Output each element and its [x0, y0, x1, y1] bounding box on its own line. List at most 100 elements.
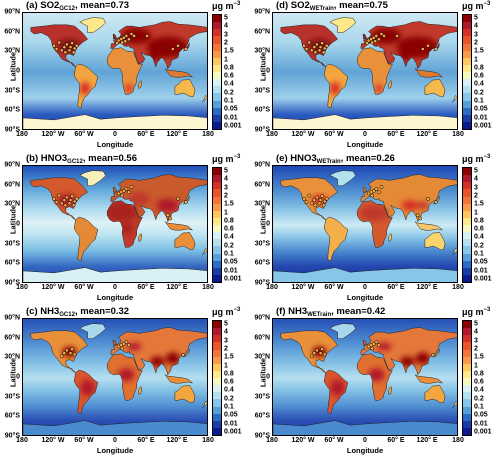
colorbar-ticks: 5 4 3 2 1.5 1 0.8 0.6 0.4 0.2 0.1 0.05 0.01 0.001: [474, 320, 500, 436]
observation-site: [317, 48, 322, 53]
colorbar-segment: [463, 36, 471, 44]
landmass-australia: [424, 232, 446, 250]
observation-site: [304, 200, 309, 204]
coastline: [356, 200, 393, 248]
colorbar-tick-label: 0.6: [474, 225, 484, 233]
colorbar-tick-label: 1.5: [474, 200, 484, 208]
colorbar-segment: [463, 175, 471, 183]
colorbar-tick-label: 0.05: [474, 411, 488, 419]
coastline: [106, 47, 143, 95]
observation-site: [324, 196, 329, 201]
lon-tick-label: 120° E: [166, 284, 188, 291]
observation-site: [165, 213, 170, 218]
observation-site: [121, 36, 126, 40]
map-area: [272, 12, 458, 130]
colorbar-segment: [463, 43, 471, 51]
observation-site: [313, 50, 318, 55]
colorbar-segment: [463, 79, 471, 87]
hotspot: [105, 202, 137, 222]
observation-site: [415, 213, 420, 218]
observation-site: [127, 343, 131, 348]
colorbar-ticks: 5 4 3 2 1.5 1 0.8 0.6 0.4 0.2 0.1 0.05 0.01 0.001: [224, 14, 250, 130]
map-panel-b: (b) HNO3GC12, mean=0.56 μg m−3 90°N 60°N 30°…: [0, 153, 250, 306]
landmass-eurasia: [110, 327, 207, 375]
coastline: [323, 369, 349, 415]
map-area: [272, 318, 458, 436]
observation-site: [181, 353, 186, 357]
colorbar-segment: [213, 36, 221, 44]
colorbar-segment: [463, 370, 471, 378]
colorbar-segment: [213, 420, 221, 428]
colorbar-tick-label: 0.6: [224, 225, 234, 233]
colorbar-segment: [213, 274, 221, 282]
observation-site: [68, 198, 73, 202]
colorbar-tick-label: 1: [224, 209, 228, 217]
coastline: [273, 420, 457, 435]
observation-site: [65, 348, 69, 353]
latitude-ticks: 90°N 60°N 30°N 0 30°S 60°S 90°S: [250, 315, 272, 440]
colorbar-tick-label: 1.5: [224, 353, 234, 361]
colorbar-segment: [213, 175, 221, 183]
colorbar-tick-label: 5: [474, 167, 478, 175]
colorbar-tick-label: 2: [224, 192, 228, 200]
landmass-greenland: [79, 323, 106, 339]
map-panel-d: (d) SO2WETrain, mean=0.75 μg m−3 90°N 60°N 3…: [250, 0, 500, 153]
observation-site: [52, 196, 56, 201]
colorbar-tick-label: 1: [474, 209, 478, 217]
landmass-madagascar: [388, 233, 392, 242]
colorbar-segment: [463, 217, 471, 225]
colorbar-segment: [463, 225, 471, 233]
landmass-namerica: [280, 330, 338, 373]
landmass-madagascar: [138, 80, 142, 89]
colorbar-segment: [463, 378, 471, 386]
observation-site: [318, 45, 323, 49]
map-panel-f: (f) NH3WETrain, mean=0.42 μg m−3 90°N 60°N 3…: [250, 306, 500, 459]
colorbar-tick-label: 0.4: [474, 386, 484, 394]
colorbar: [212, 14, 222, 130]
colorbar-tick-label: 0.8: [474, 217, 484, 225]
colorbar-tick-label: 2: [474, 345, 478, 353]
observation-site: [426, 43, 430, 48]
coastline: [362, 33, 367, 40]
colorbar-tick-label: 0.001: [224, 428, 242, 436]
observation-site: [124, 340, 129, 344]
observation-site: [320, 194, 324, 199]
longitude-ticks: 180 120° W 60° W 0 60° E 120° E 180: [266, 284, 464, 294]
unit-label: μg m−3: [462, 307, 491, 317]
landmass-madagascar: [388, 386, 392, 395]
colorbar-segment: [463, 399, 471, 407]
colorbar-segment: [213, 107, 221, 115]
observation-site: [57, 193, 62, 198]
panel-title: (c) NH3GC12, mean=0.32: [26, 306, 130, 318]
y-axis-title: Latitude: [258, 357, 268, 388]
coastline: [174, 78, 196, 98]
observation-site: [65, 42, 69, 47]
colorbar-segment: [463, 15, 471, 23]
observation-site: [366, 38, 371, 43]
observation-site: [68, 45, 73, 49]
lat-tick-label: 30°N: [254, 353, 270, 361]
concentration-map: [273, 319, 457, 435]
lon-tick-label: 120° E: [416, 284, 438, 291]
landmass-uk: [362, 340, 367, 346]
observation-site: [176, 196, 180, 201]
observation-site: [62, 351, 67, 355]
observation-site: [145, 34, 149, 38]
lat-tick-label: 90°N: [4, 8, 20, 16]
observation-site: [313, 203, 318, 208]
colorbar-tick-label: 2: [474, 39, 478, 47]
landmass-greenland: [329, 17, 356, 33]
y-axis-title: Latitude: [8, 51, 18, 82]
latitude-ticks: 90°N 60°N 30°N 0 30°S 60°S 90°S: [250, 162, 272, 287]
latitude-ticks: 90°N 60°N 30°N 0 30°S 60°S 90°S: [0, 8, 22, 134]
colorbar-tick-label: 1: [224, 362, 228, 370]
coastline: [164, 68, 193, 78]
observation-site: [72, 199, 77, 204]
landmass-uk: [362, 187, 367, 193]
lon-tick-label: 120° W: [41, 437, 65, 444]
observation-site: [71, 50, 76, 55]
coastline: [106, 353, 143, 401]
coastline: [174, 231, 196, 251]
colorbar-tick-label: 4: [474, 22, 478, 30]
colorbar-tick-label: 0.05: [224, 258, 238, 266]
